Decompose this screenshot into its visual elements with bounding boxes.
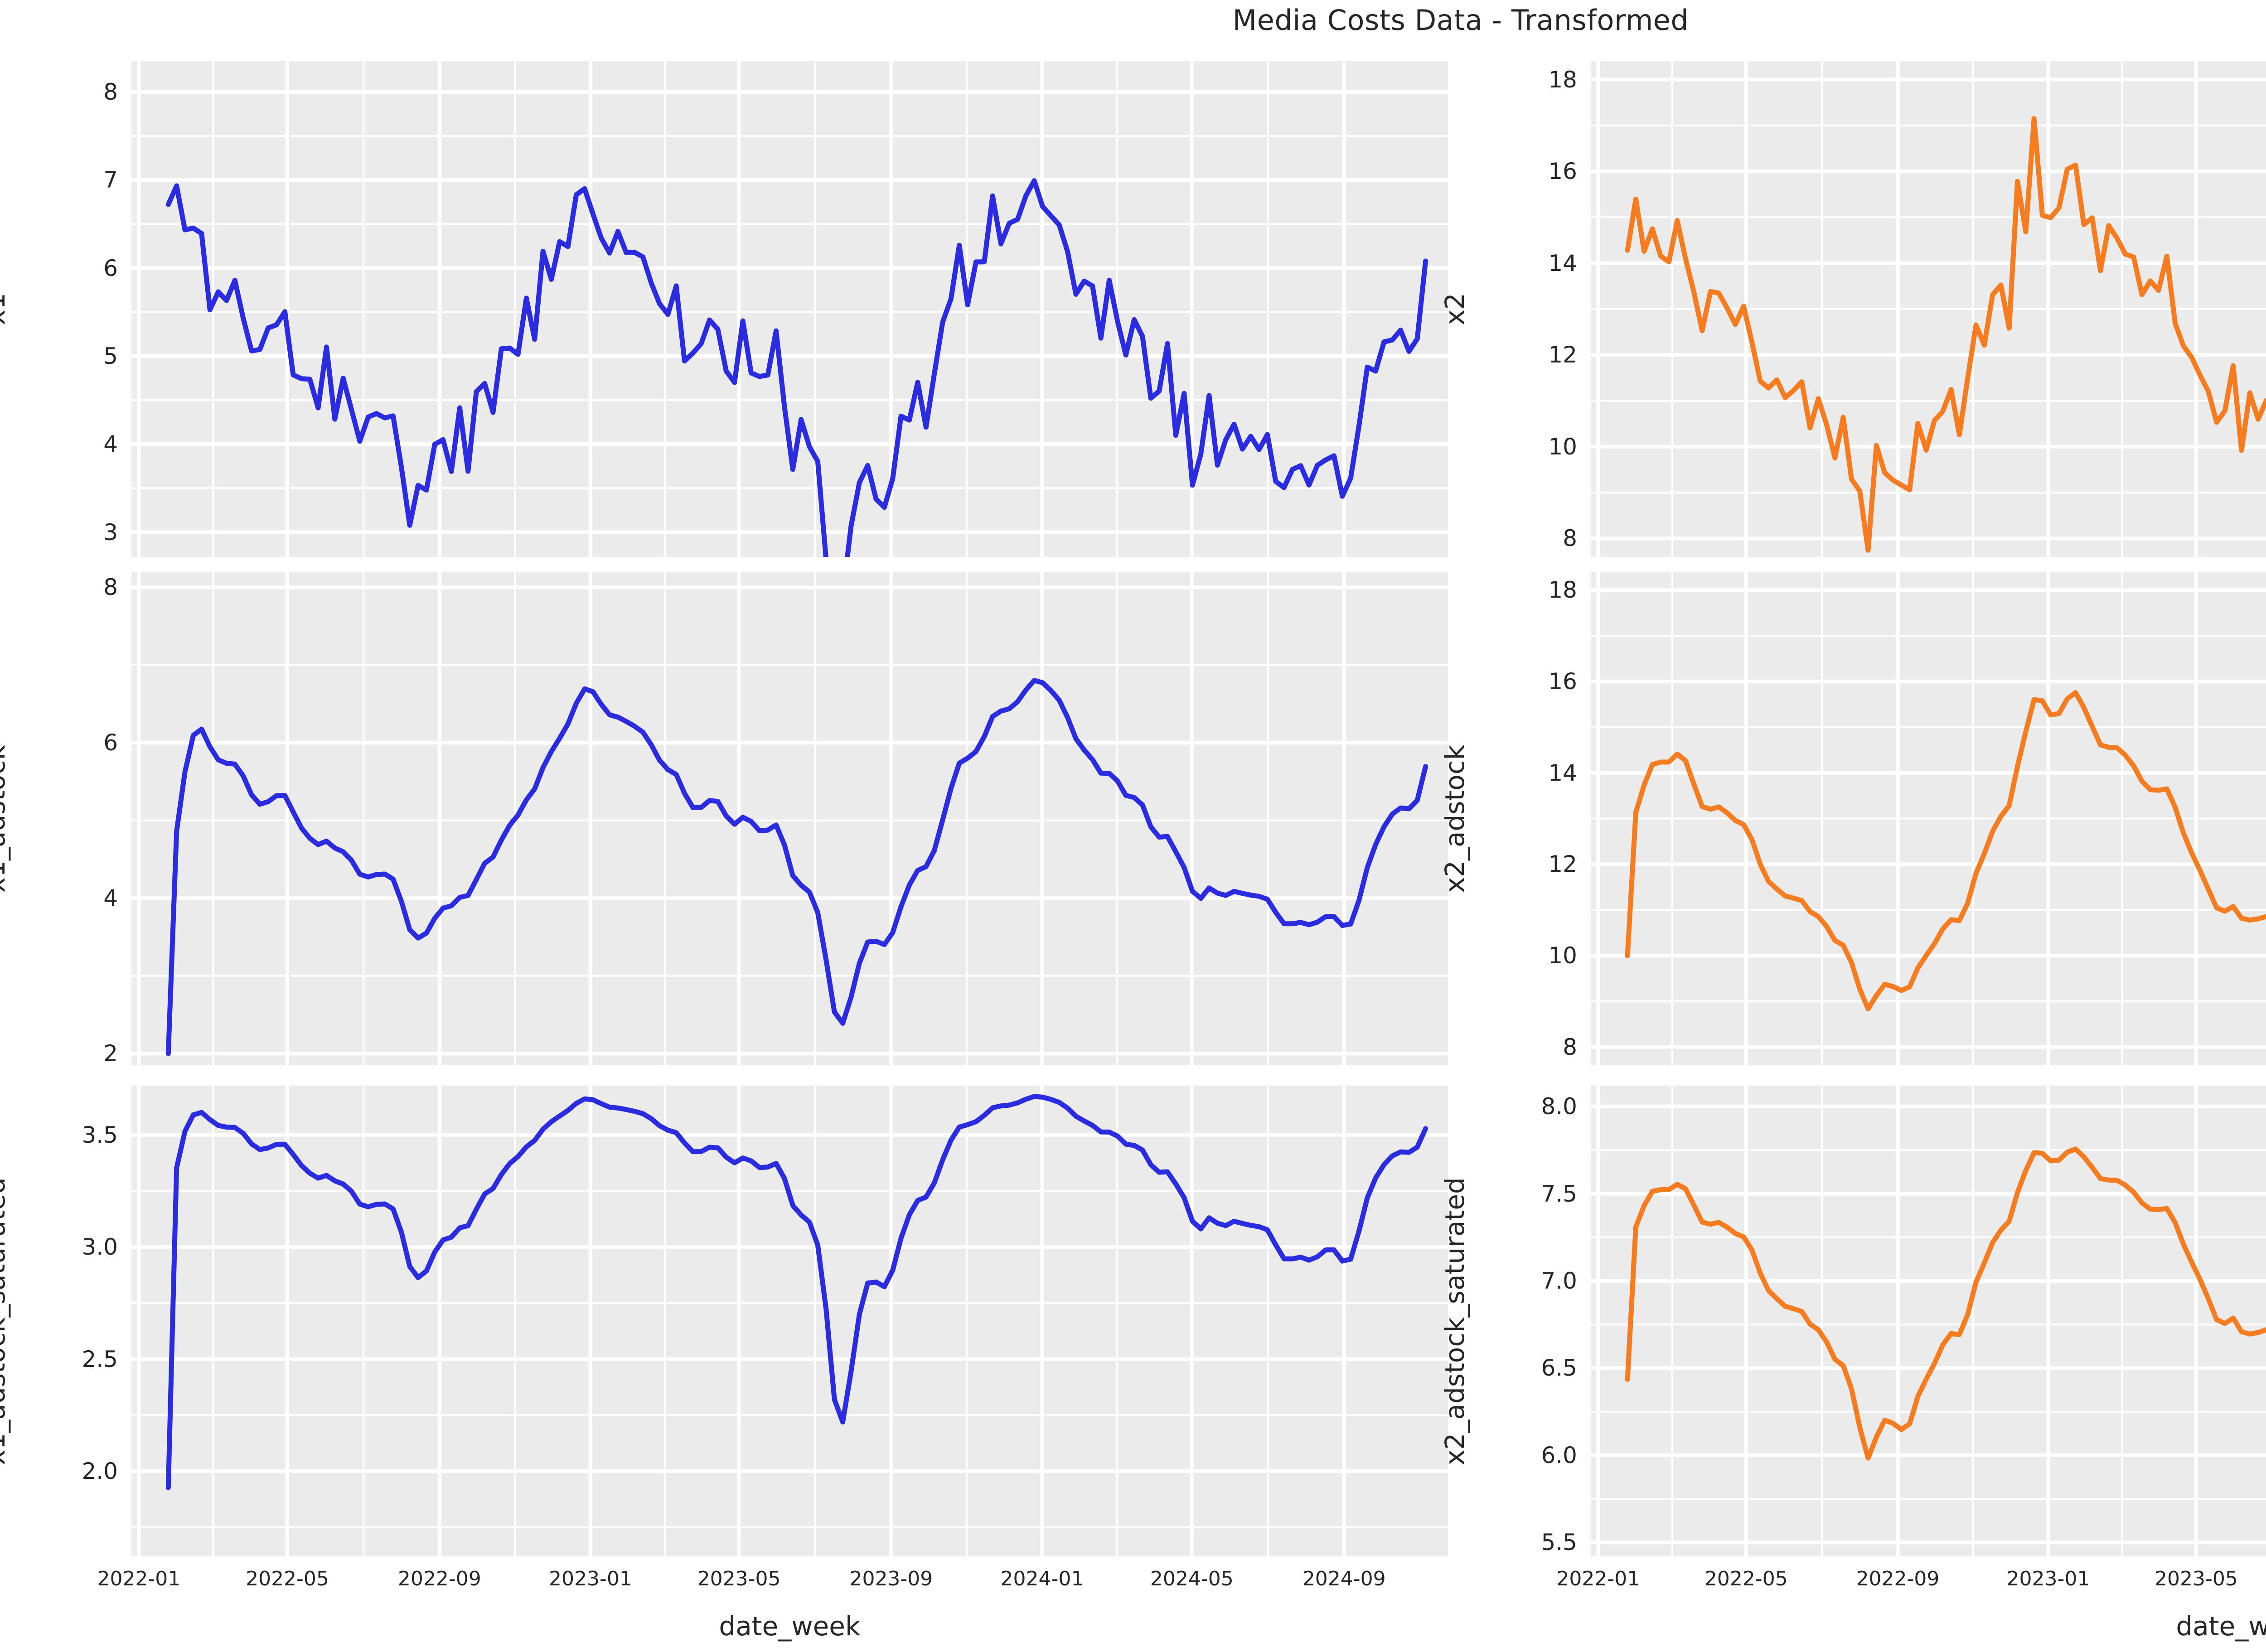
- y-tick-label-x1_adstock: 4: [103, 885, 118, 912]
- panel-x1_adstock_saturated: [131, 1086, 1448, 1556]
- panel-x2_adstock_saturated: [1591, 1086, 2266, 1556]
- x-tick-label: 2022-09: [1856, 1567, 1940, 1590]
- x-tick-label: 2022-01: [1556, 1567, 1640, 1590]
- y-axis-label-x1: x1: [0, 293, 11, 325]
- y-tick-label-x2_adstock_saturated: 6.0: [1541, 1442, 1577, 1468]
- y-tick-label-x2_adstock: 8: [1563, 1034, 1577, 1060]
- y-tick-label-x1: 3: [103, 519, 118, 546]
- y-tick-label-x2_adstock_saturated: 6.5: [1541, 1355, 1577, 1381]
- x-tick-label: 2022-01: [97, 1567, 181, 1590]
- x-tick-label: 2023-09: [849, 1567, 933, 1590]
- x-tick-label: 2022-05: [1704, 1567, 1788, 1590]
- x-tick-label: 2023-05: [697, 1567, 781, 1590]
- y-tick-label-x2: 12: [1548, 342, 1577, 368]
- y-tick-label-x2: 16: [1548, 158, 1577, 185]
- x-tick-label: 2024-09: [1302, 1567, 1386, 1590]
- panel-x1_adstock: [131, 572, 1448, 1065]
- y-tick-label-x1_adstock: 2: [103, 1040, 118, 1067]
- y-axis-label-x2_adstock: x2_adstock: [1439, 744, 1470, 893]
- series-line-x1_adstock: [165, 678, 1428, 1056]
- y-tick-label-x1: 6: [103, 255, 118, 281]
- y-tick-label-x2_adstock: 16: [1548, 668, 1577, 695]
- y-tick-label-x1: 5: [103, 343, 118, 369]
- y-tick-label-x2_adstock_saturated: 5.5: [1541, 1529, 1577, 1556]
- y-tick-label-x2_adstock_saturated: 7.0: [1541, 1267, 1577, 1294]
- panel-x2: [1591, 61, 2266, 557]
- y-tick-label-x1_adstock: 8: [103, 574, 118, 601]
- x-tick-label: 2023-05: [2155, 1567, 2238, 1590]
- x-tick-label: 2024-05: [1150, 1567, 1234, 1590]
- y-axis-label-x1_adstock_saturated: x1_adstock_saturated: [0, 1177, 11, 1465]
- y-tick-label-x2_adstock: 14: [1548, 759, 1577, 786]
- y-tick-label-x1: 8: [103, 79, 118, 105]
- y-tick-label-x1_adstock_saturated: 3.5: [82, 1121, 118, 1148]
- x-axis-label: date_week: [719, 1611, 861, 1642]
- y-tick-label-x2_adstock_saturated: 8.0: [1541, 1093, 1577, 1120]
- series-line-x2_adstock: [1625, 690, 2266, 1012]
- x-tick-label: 2022-09: [397, 1567, 481, 1590]
- y-tick-label-x2: 8: [1563, 525, 1577, 552]
- y-tick-label-x2_adstock: 10: [1548, 942, 1577, 969]
- y-axis-label-x2_adstock_saturated: x2_adstock_saturated: [1439, 1177, 1470, 1465]
- y-tick-label-x1_adstock_saturated: 2.5: [82, 1346, 118, 1372]
- y-tick-label-x2: 10: [1548, 433, 1577, 460]
- y-tick-label-x1: 7: [103, 167, 118, 193]
- y-tick-label-x2_adstock: 12: [1548, 851, 1577, 878]
- y-tick-label-x2: 14: [1548, 250, 1577, 276]
- series-line-x1: [165, 178, 1428, 557]
- y-tick-label-x1: 4: [103, 431, 118, 458]
- x-tick-label: 2024-01: [1000, 1567, 1084, 1590]
- y-tick-label-x2_adstock: 18: [1548, 577, 1577, 604]
- y-axis-label-x1_adstock: x1_adstock: [0, 744, 11, 893]
- x-axis-label: date_week: [2176, 1611, 2266, 1642]
- y-tick-label-x1_adstock_saturated: 2.0: [82, 1458, 118, 1484]
- x-tick-label: 2023-01: [549, 1567, 632, 1590]
- series-line-x2: [1625, 116, 2266, 553]
- y-tick-label-x1_adstock_saturated: 3.0: [82, 1234, 118, 1261]
- y-axis-label-x2: x2: [1439, 293, 1470, 325]
- figure-title: Media Costs Data - Transformed: [1232, 4, 1689, 37]
- y-tick-label-x1_adstock: 6: [103, 729, 118, 756]
- panel-x1: [131, 61, 1448, 557]
- x-tick-label: 2023-01: [2006, 1567, 2090, 1590]
- panel-x2_adstock: [1591, 572, 2266, 1065]
- series-line-x2_adstock_saturated: [1625, 1146, 2266, 1461]
- y-tick-label-x2_adstock_saturated: 7.5: [1541, 1180, 1577, 1207]
- y-tick-label-x2: 18: [1548, 66, 1577, 93]
- series-line-x1_adstock_saturated: [165, 1094, 1428, 1490]
- x-tick-label: 2022-05: [246, 1567, 329, 1590]
